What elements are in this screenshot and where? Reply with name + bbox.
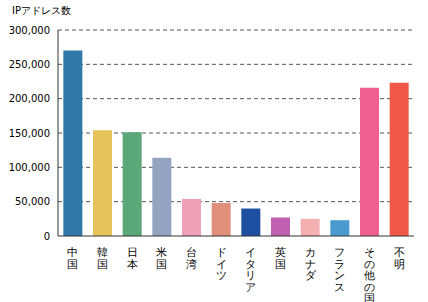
svg-text:300,000: 300,000 [9,25,50,36]
svg-text:カナダ: カナダ [305,246,317,282]
svg-text:不明: 不明 [394,246,405,271]
svg-text:フランス: フランス [334,246,345,294]
svg-text:英国: 英国 [275,246,286,271]
svg-text:250,000: 250,000 [9,59,50,70]
svg-text:50,000: 50,000 [15,196,50,207]
svg-text:0: 0 [44,231,50,242]
svg-text:ドイツ: ドイツ [216,246,227,282]
svg-text:150,000: 150,000 [9,128,50,139]
svg-text:その他の国: その他の国 [364,246,375,302]
svg-text:イタリア: イタリア [245,246,256,294]
svg-text:中国: 中国 [67,246,78,271]
svg-text:米国: 米国 [156,246,167,271]
svg-text:台湾: 台湾 [186,246,197,271]
svg-text:日本: 日本 [127,246,138,271]
svg-text:100,000: 100,000 [9,162,50,173]
html-text:IPアドレス数: IPアドレス数 [12,5,71,16]
svg-text:200,000: 200,000 [9,93,50,104]
svg-text:韓国: 韓国 [97,246,108,271]
